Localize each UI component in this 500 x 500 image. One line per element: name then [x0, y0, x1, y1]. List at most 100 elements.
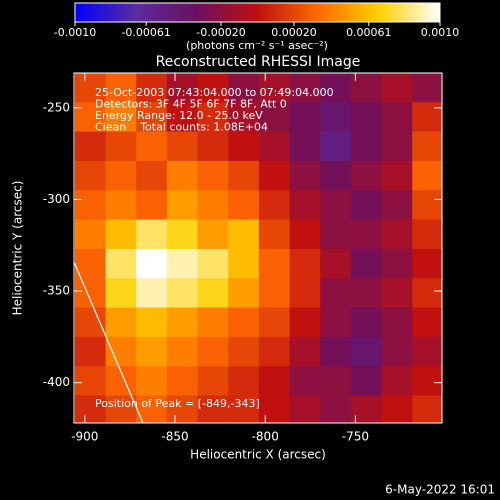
heatmap-cell: [105, 102, 137, 133]
chart-title: Reconstructed RHESSI Image: [156, 54, 361, 70]
heatmap-cell: [258, 73, 291, 103]
y-axis-label: Heliocentric Y (arcsec): [11, 181, 25, 316]
heatmap-cell: [136, 131, 168, 162]
heatmap-cell: [166, 160, 199, 191]
colorbar-tick-label: 0.00061: [346, 26, 392, 39]
heatmap-cell: [350, 278, 383, 309]
heatmap-cell: [74, 131, 107, 162]
heatmap-cell: [350, 307, 383, 338]
solar-limb: [74, 261, 144, 423]
colorbar-tick-label: -0.0010: [54, 26, 96, 39]
heatmap-cell: [258, 190, 291, 221]
heatmap-cell: [289, 395, 321, 423]
heatmap-cell: [105, 73, 137, 103]
heatmap-cell: [320, 278, 352, 309]
heatmap-cell: [74, 73, 107, 103]
plot-frame: [73, 72, 443, 424]
heatmap-cell: [105, 278, 137, 309]
colorbar-tick-label: 0.0010: [421, 26, 460, 39]
heatmap-cell: [289, 131, 321, 162]
heatmap-cell: [105, 160, 137, 191]
heatmap-cell: [136, 73, 168, 103]
heatmap-cell: [136, 219, 168, 250]
heatmap-cell: [228, 190, 260, 221]
heatmap-cell: [381, 219, 413, 250]
heatmap-cell: [166, 131, 199, 162]
y-tick-label: -300: [43, 192, 70, 206]
heatmap-cell: [412, 73, 442, 103]
heatmap-cell: [105, 336, 137, 367]
heatmap-cell: [320, 248, 352, 279]
heatmap-cell: [381, 248, 413, 279]
heatmap-cell: [136, 307, 168, 338]
heatmap-cell: [412, 131, 442, 162]
heatmap-cell: [350, 219, 383, 250]
heatmap-cell: [105, 307, 137, 338]
heatmap-cell: [228, 131, 260, 162]
heatmap-cell: [166, 219, 199, 250]
heatmap-cell: [381, 73, 413, 103]
heatmap-cell: [289, 190, 321, 221]
heatmap-cell: [289, 336, 321, 367]
heatmap-cell: [105, 190, 137, 221]
heatmap-cell: [136, 248, 168, 279]
heatmap-cell: [412, 190, 442, 221]
heatmap-cell: [166, 190, 199, 221]
heatmap-cell: [228, 395, 260, 423]
heatmap-cell: [320, 160, 352, 191]
heatmap-cell: [258, 336, 291, 367]
heatmap-cell: [228, 278, 260, 309]
heatmap-cell: [381, 366, 413, 397]
heatmap-cell: [228, 73, 260, 103]
x-tick-label: -750: [342, 430, 369, 444]
heatmap-cell: [412, 336, 442, 367]
heatmap-cell: [74, 190, 107, 221]
heatmap-cell: [258, 307, 291, 338]
heatmap-cell: [258, 160, 291, 191]
peak-label: Position of Peak = [-849,-343]: [95, 397, 260, 410]
heatmap-cell: [258, 102, 291, 133]
heatmap-cell: [228, 307, 260, 338]
heatmap-cell: [381, 307, 413, 338]
heatmap-cell: [228, 366, 260, 397]
heatmap-cell: [381, 278, 413, 309]
heatmap-cell: [258, 366, 291, 397]
heatmap-cell: [74, 102, 107, 133]
heatmap-cell: [197, 248, 229, 279]
heatmap-cell: [74, 366, 107, 397]
heatmap-cell: [197, 278, 229, 309]
heatmap-cell: [74, 248, 107, 279]
heatmap-cell: [350, 102, 383, 133]
heatmap-cell: [228, 219, 260, 250]
heatmap-cell: [350, 336, 383, 367]
heatmap-cell: [289, 366, 321, 397]
annotation: 25-Oct-2003 07:43:04.000 to 07:49:04.000: [95, 86, 334, 99]
heatmap-cell: [197, 307, 229, 338]
heatmap-cell: [381, 131, 413, 162]
heatmap-cell: [197, 366, 229, 397]
x-axis-label: Heliocentric X (arcsec): [190, 448, 326, 462]
heatmap-cell: [228, 102, 260, 133]
heatmap-cell: [197, 395, 229, 423]
heatmap-cell: [74, 395, 107, 423]
heatmap-cell: [350, 248, 383, 279]
heatmap-cell: [412, 219, 442, 250]
heatmap-cell: [258, 219, 291, 250]
heatmap-cell: [166, 102, 199, 133]
heatmap-cell: [289, 73, 321, 103]
heatmap-cell: [289, 160, 321, 191]
x-tick-label: -900: [71, 430, 98, 444]
heatmap-cell: [289, 102, 321, 133]
heatmap-cell: [197, 102, 229, 133]
heatmap-cell: [412, 307, 442, 338]
heatmap-cell: [412, 102, 442, 133]
heatmap-cell: [258, 395, 291, 423]
y-tick-label: -350: [43, 284, 70, 298]
heatmap-cell: [197, 73, 229, 103]
heatmap-cell: [197, 219, 229, 250]
heatmap-cell: [197, 190, 229, 221]
heatmap-cell: [136, 366, 168, 397]
heatmap-cell: [320, 102, 352, 133]
heatmap-cell: [74, 307, 107, 338]
